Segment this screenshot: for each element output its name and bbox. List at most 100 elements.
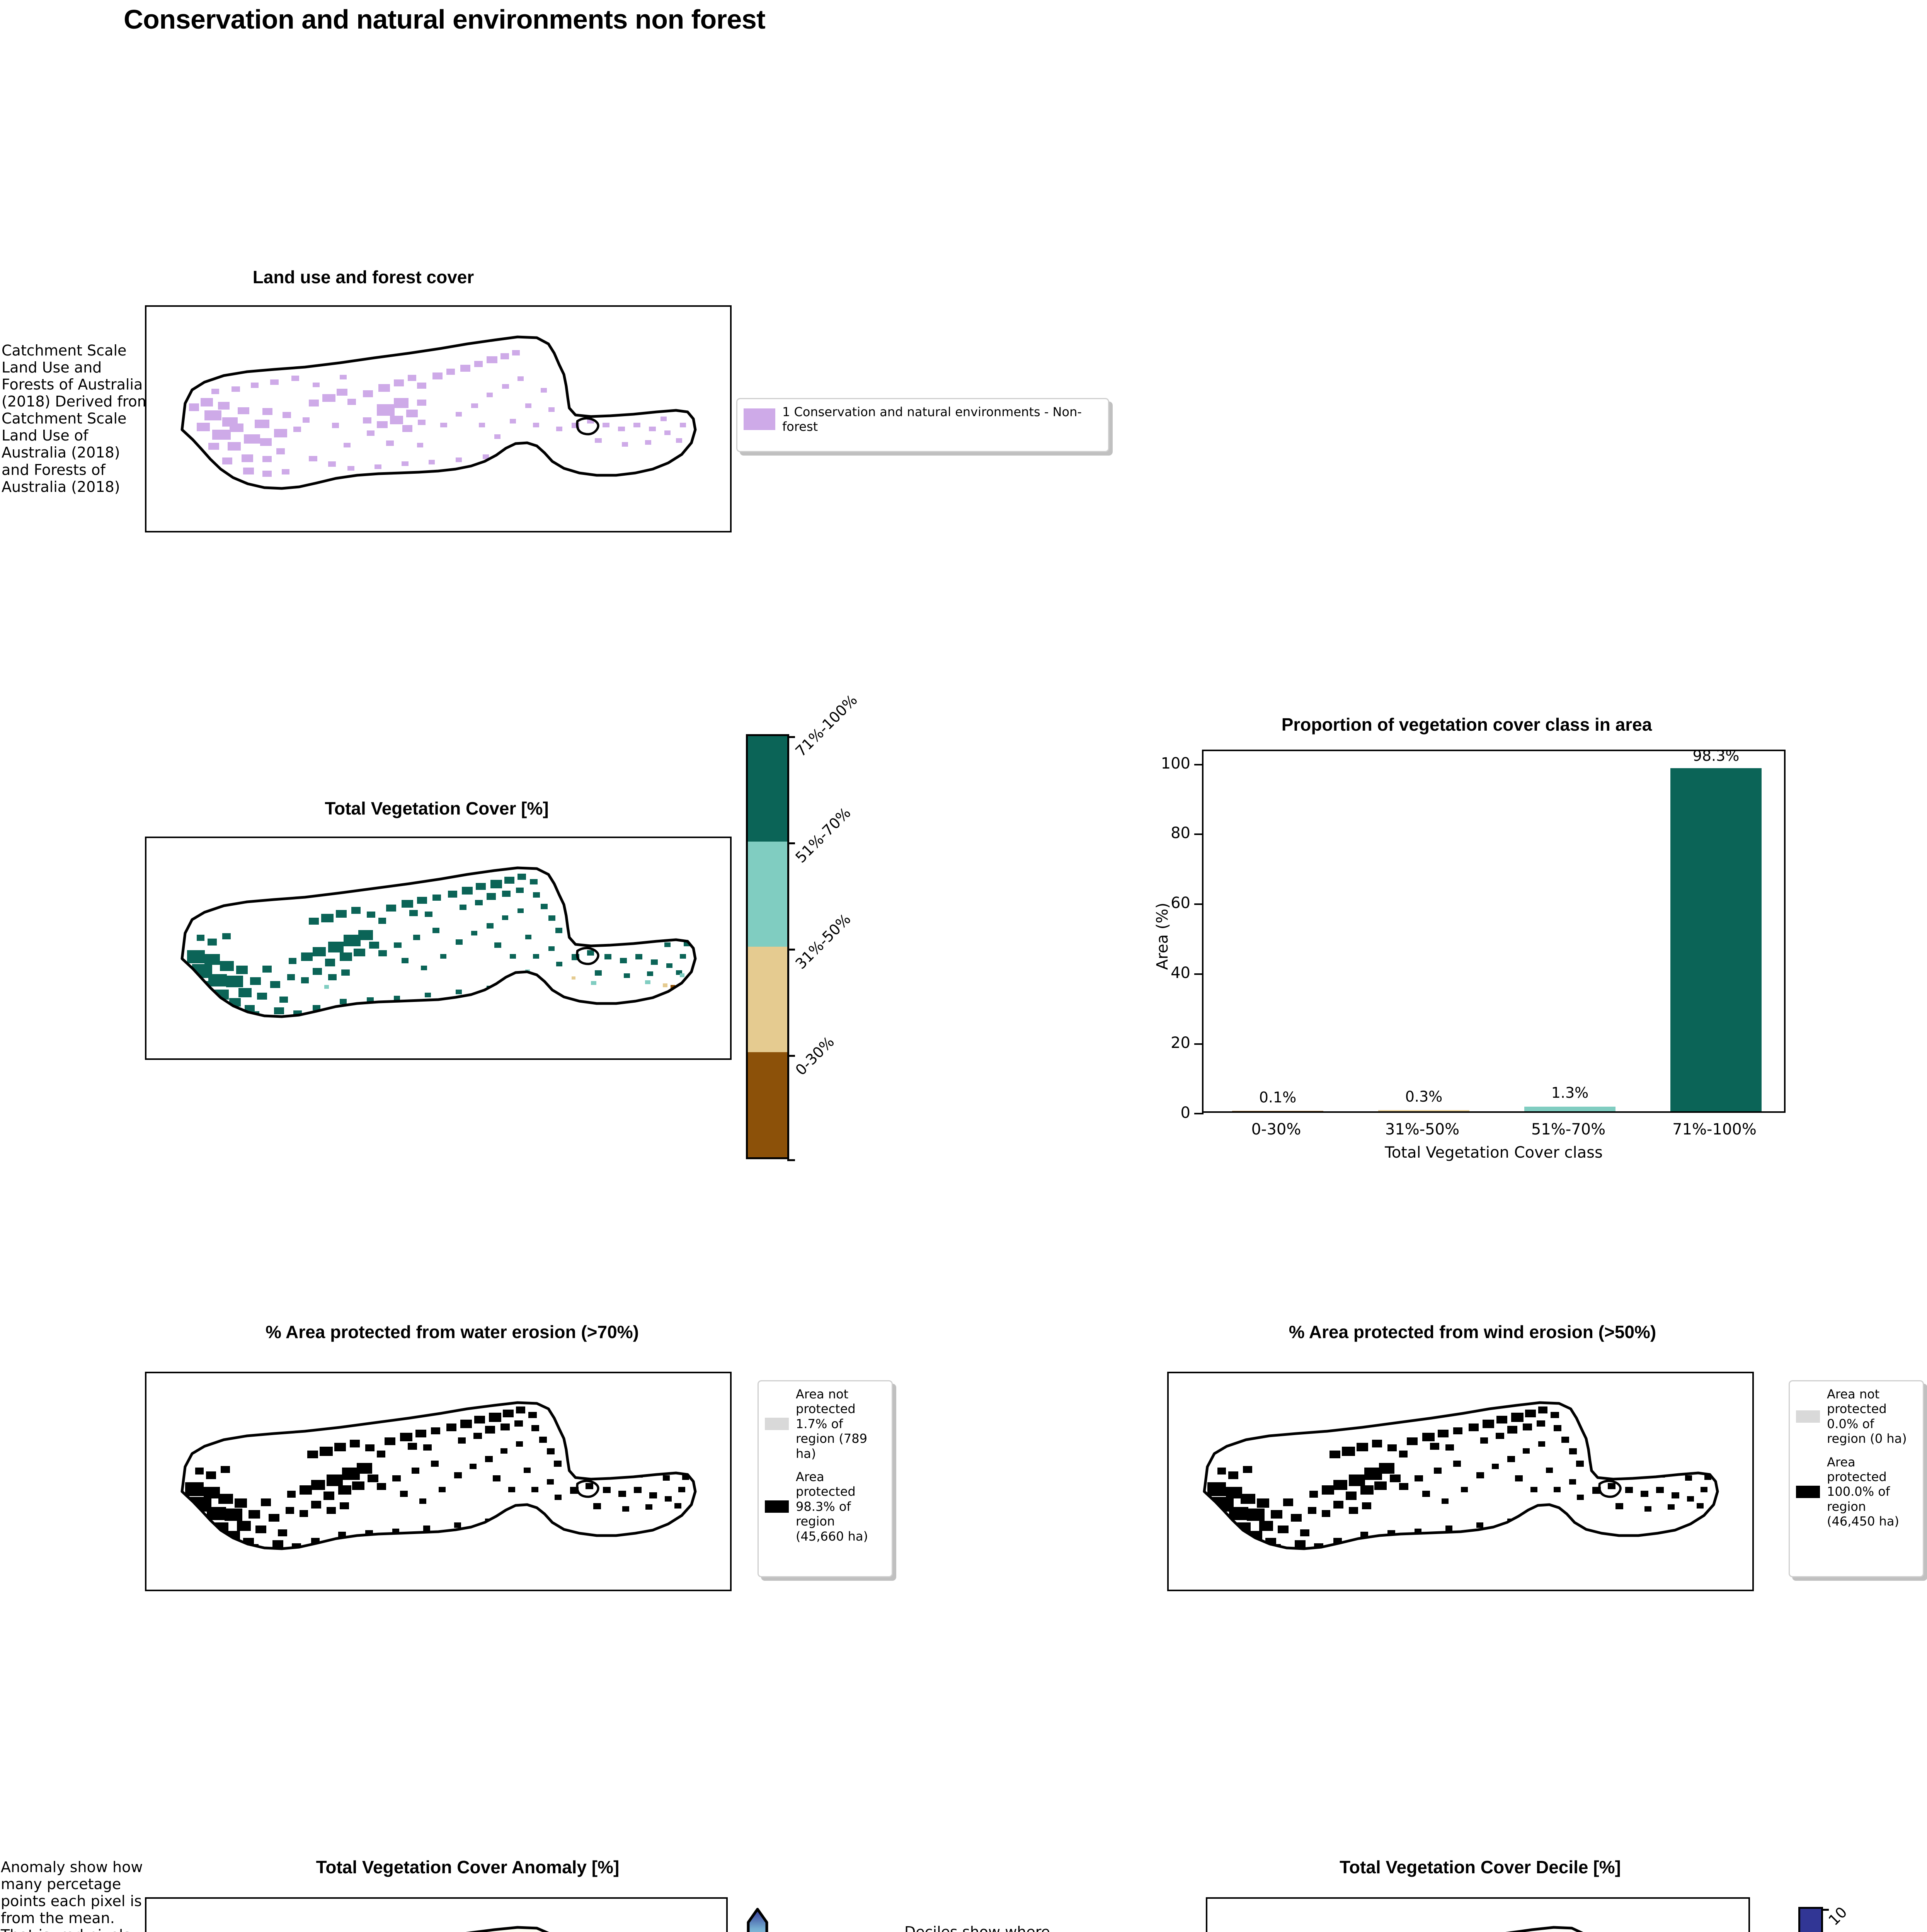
veg-cover-map[interactable] bbox=[145, 837, 732, 1060]
map-tick bbox=[145, 873, 146, 874]
chart-plot-area: 0.1% 0.3% 1.3% 98.3% bbox=[1194, 747, 1786, 1114]
veg-cover-colorbar[interactable]: 71%-100% 51%-70% 31%-50% 0-30% bbox=[746, 691, 861, 1161]
decile-colorbar[interactable]: 10 8-9 4-7 2-3 1 bbox=[1798, 1903, 1850, 1932]
legend-label: Area not protected 0.0% of region (0 ha) bbox=[1827, 1387, 1907, 1446]
bar-label-0-30: 0.1% bbox=[1259, 1089, 1297, 1106]
cbar-segment-51-70 bbox=[748, 841, 787, 947]
x-tick-label-31-50: 31%-50% bbox=[1385, 1121, 1460, 1138]
map-tick bbox=[1167, 1553, 1169, 1555]
map-tick bbox=[1459, 1590, 1460, 1591]
map-tick bbox=[1167, 1505, 1169, 1506]
cbar-tick bbox=[787, 1159, 795, 1161]
map-tick bbox=[145, 1505, 146, 1506]
map-tick bbox=[145, 1407, 146, 1409]
map-tick bbox=[436, 1058, 438, 1060]
land-use-legend[interactable]: 1 Conservation and natural environments … bbox=[736, 398, 1109, 452]
water-erosion-map-canvas bbox=[146, 1373, 730, 1590]
decile-map[interactable] bbox=[1206, 1897, 1750, 1932]
chart-y-axis-label: Area (%) bbox=[1154, 903, 1171, 970]
map-tick bbox=[212, 531, 214, 532]
legend-swatch-not-protected bbox=[1796, 1410, 1820, 1423]
cbar-label-31-50: 31%-50% bbox=[792, 910, 854, 973]
chart-x-axis-label: Total Vegetation Cover class bbox=[1385, 1144, 1603, 1162]
land-use-panel-title: Land use and forest cover bbox=[252, 267, 474, 287]
wind-erosion-panel-title: % Area protected from wind erosion (>50%… bbox=[1289, 1322, 1656, 1342]
legend-item-protected[interactable]: Area protected 98.3% of region (45,660 h… bbox=[765, 1469, 885, 1544]
bar-71-100[interactable] bbox=[1670, 768, 1762, 1111]
legend-label: Area protected 100.0% of region (46,450 … bbox=[1827, 1454, 1899, 1529]
map-tick bbox=[324, 1590, 326, 1591]
y-tick-label-80: 80 bbox=[1171, 824, 1190, 842]
anomaly-map[interactable] bbox=[145, 1897, 728, 1932]
legend-item-protected[interactable]: Area protected 100.0% of region (46,450 … bbox=[1796, 1455, 1917, 1529]
legend-swatch-protected bbox=[1796, 1485, 1820, 1498]
veg-cover-panel-title: Total Vegetation Cover [%] bbox=[325, 798, 549, 818]
map-tick bbox=[145, 393, 146, 394]
bar-label-31-50: 0.3% bbox=[1405, 1088, 1443, 1105]
map-tick bbox=[145, 443, 146, 444]
wind-erosion-map-canvas bbox=[1169, 1373, 1752, 1590]
legend-label: Area not protected 1.7% of region (789 h… bbox=[796, 1387, 867, 1461]
map-tick bbox=[212, 1058, 214, 1060]
wind-erosion-legend[interactable]: Area not protected 0.0% of region (0 ha)… bbox=[1789, 1380, 1924, 1577]
legend-swatch-protected bbox=[765, 1500, 789, 1513]
water-erosion-map[interactable] bbox=[145, 1372, 732, 1591]
decile-map-canvas bbox=[1207, 1899, 1748, 1932]
cbar-tick bbox=[787, 949, 795, 951]
map-tick bbox=[145, 1456, 146, 1458]
water-erosion-legend[interactable]: Area not protected 1.7% of region (789 h… bbox=[758, 1380, 893, 1577]
anomaly-side-note: Anomaly show how many percetage points e… bbox=[1, 1859, 143, 1932]
cbar-segment-31-50 bbox=[748, 947, 787, 1052]
y-tick-label-0: 0 bbox=[1180, 1104, 1190, 1122]
map-tick bbox=[1683, 1590, 1684, 1591]
y-tick bbox=[1194, 1043, 1204, 1045]
cbar-tick bbox=[787, 736, 795, 738]
legend-item[interactable]: 1 Conservation and natural environments … bbox=[744, 405, 1102, 434]
y-tick bbox=[1194, 1113, 1204, 1114]
legend-swatch-not-protected bbox=[765, 1417, 789, 1430]
bar-label-71-100: 98.3% bbox=[1692, 747, 1740, 764]
y-tick bbox=[1194, 833, 1204, 835]
map-tick bbox=[324, 1058, 326, 1060]
bar-51-70[interactable] bbox=[1524, 1107, 1615, 1111]
map-tick bbox=[1167, 1407, 1169, 1409]
decile-panel-title: Total Vegetation Cover Decile [%] bbox=[1340, 1857, 1621, 1877]
x-tick-label-71-100: 71%-100% bbox=[1672, 1121, 1757, 1138]
water-erosion-panel-title: % Area protected from water erosion (>70… bbox=[266, 1322, 639, 1342]
map-tick bbox=[660, 1058, 662, 1060]
wind-erosion-map[interactable] bbox=[1167, 1372, 1754, 1591]
cbar-label-71-100: 71%-100% bbox=[792, 691, 861, 760]
legend-item-not-protected[interactable]: Area not protected 0.0% of region (0 ha) bbox=[1796, 1387, 1917, 1446]
cbar-label-51-70: 51%-70% bbox=[792, 804, 854, 866]
map-tick bbox=[548, 1058, 550, 1060]
bar-31-50[interactable] bbox=[1378, 1110, 1469, 1111]
cbar-label-10: 10 bbox=[1825, 1903, 1850, 1929]
cbar-tick bbox=[787, 842, 795, 844]
map-tick bbox=[436, 1590, 438, 1591]
cbar-label-0-30: 0-30% bbox=[792, 1033, 838, 1079]
anomaly-colorbar[interactable]: 20 10 0 −10 −20 bbox=[746, 1907, 769, 1932]
map-tick bbox=[1234, 1590, 1236, 1591]
page-title: Conservation and natural environments no… bbox=[124, 4, 766, 34]
map-tick bbox=[1347, 1590, 1348, 1591]
bar-label-51-70: 1.3% bbox=[1551, 1084, 1589, 1101]
veg-class-proportion-chart[interactable]: Proportion of vegetation cover class in … bbox=[1132, 714, 1801, 1162]
decile-side-note: Deciles show where the pixel value lies … bbox=[904, 1923, 1050, 1932]
cbar-segment-0-30 bbox=[748, 1052, 787, 1157]
land-use-map-canvas bbox=[146, 307, 730, 531]
y-tick-label-100: 100 bbox=[1161, 755, 1190, 772]
map-tick bbox=[1167, 1456, 1169, 1458]
map-tick bbox=[145, 1553, 146, 1555]
land-use-map[interactable] bbox=[145, 305, 732, 532]
land-use-side-note: Catchment Scale Land Use and Forests of … bbox=[2, 342, 152, 495]
map-tick bbox=[1571, 1590, 1572, 1591]
y-tick bbox=[1194, 903, 1204, 905]
x-tick-label-0-30: 0-30% bbox=[1251, 1121, 1301, 1138]
y-tick bbox=[1194, 973, 1204, 975]
anomaly-panel-title: Total Vegetation Cover Anomaly [%] bbox=[316, 1857, 620, 1877]
legend-item-not-protected[interactable]: Area not protected 1.7% of region (789 h… bbox=[765, 1387, 885, 1461]
y-tick-label-40: 40 bbox=[1171, 964, 1190, 982]
map-tick bbox=[660, 1590, 662, 1591]
map-tick bbox=[324, 531, 326, 532]
